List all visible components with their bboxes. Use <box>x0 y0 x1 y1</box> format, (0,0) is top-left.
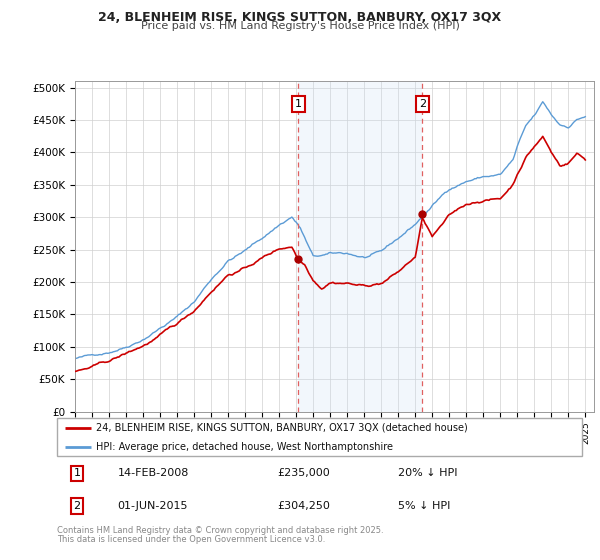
Text: HPI: Average price, detached house, West Northamptonshire: HPI: Average price, detached house, West… <box>97 442 394 452</box>
FancyBboxPatch shape <box>57 418 582 456</box>
Text: 2: 2 <box>73 501 80 511</box>
Text: 5% ↓ HPI: 5% ↓ HPI <box>398 501 451 511</box>
Text: 1: 1 <box>73 468 80 478</box>
Text: 24, BLENHEIM RISE, KINGS SUTTON, BANBURY, OX17 3QX: 24, BLENHEIM RISE, KINGS SUTTON, BANBURY… <box>98 11 502 24</box>
Text: Contains HM Land Registry data © Crown copyright and database right 2025.: Contains HM Land Registry data © Crown c… <box>57 526 383 535</box>
Text: 1: 1 <box>295 99 302 109</box>
Text: £235,000: £235,000 <box>277 468 330 478</box>
Text: 24, BLENHEIM RISE, KINGS SUTTON, BANBURY, OX17 3QX (detached house): 24, BLENHEIM RISE, KINGS SUTTON, BANBURY… <box>97 423 468 433</box>
Bar <box>298 81 422 412</box>
Text: 01-JUN-2015: 01-JUN-2015 <box>118 501 188 511</box>
Text: Price paid vs. HM Land Registry's House Price Index (HPI): Price paid vs. HM Land Registry's House … <box>140 21 460 31</box>
Text: 20% ↓ HPI: 20% ↓ HPI <box>398 468 458 478</box>
Text: £304,250: £304,250 <box>277 501 331 511</box>
Text: 2: 2 <box>419 99 426 109</box>
Text: This data is licensed under the Open Government Licence v3.0.: This data is licensed under the Open Gov… <box>57 535 325 544</box>
Text: 14-FEB-2008: 14-FEB-2008 <box>118 468 189 478</box>
